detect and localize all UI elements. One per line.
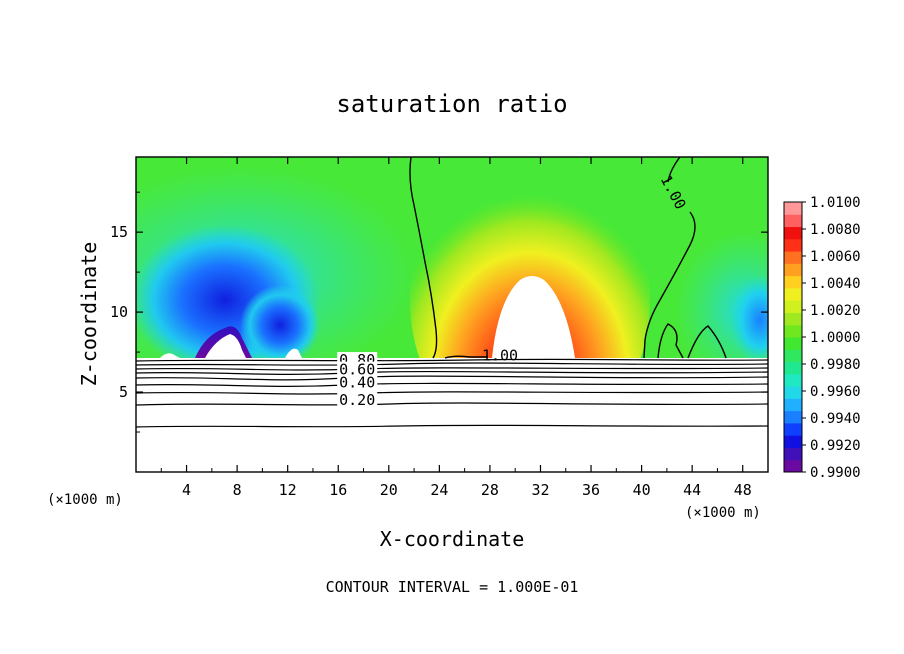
contour-label-bg xyxy=(337,374,378,390)
y-tick-label: 10 xyxy=(110,303,128,321)
contour-label: 0.40 xyxy=(339,373,375,391)
chart-title: saturation ratio xyxy=(336,90,567,118)
x-axis-ticks: 4 8 12 16 20 24 28 32 36 40 44 48 xyxy=(160,157,752,499)
colorbar-label: 0.9940 xyxy=(810,411,861,427)
colorbar-label: 1.0040 xyxy=(810,276,861,292)
colorbar-swatch xyxy=(784,238,802,252)
y-tick-label: 5 xyxy=(119,383,128,401)
plot-area xyxy=(136,157,768,472)
colorbar-swatch xyxy=(784,312,802,326)
colorbar-swatch xyxy=(784,361,802,375)
contour-line xyxy=(136,424,768,428)
colorbar-swatch xyxy=(784,349,802,363)
colorbar-labels: 1.0100 1.0080 1.0060 1.0040 1.0020 1.0000 0.99… xyxy=(802,195,861,481)
x-unit-right: (×1000 m) xyxy=(685,505,761,521)
colorbar-swatch xyxy=(784,214,802,228)
colorbar-swatch xyxy=(784,410,802,424)
colorbar-swatch xyxy=(784,447,802,461)
x-tick-label: 16 xyxy=(329,481,347,499)
contour-label: 0.60 xyxy=(339,361,375,379)
contour-line xyxy=(136,358,768,362)
x-tick-label: 12 xyxy=(279,481,297,499)
colorbar-swatch xyxy=(784,263,802,277)
field-blue-mid xyxy=(240,285,320,365)
colorbar xyxy=(783,201,803,473)
contour-label-bg xyxy=(337,361,378,377)
field-lower-region xyxy=(136,358,768,472)
y-tick-label: 15 xyxy=(110,223,128,241)
colorbar-swatch xyxy=(784,386,802,399)
contour-line-unity-base xyxy=(444,355,488,359)
colorbar-swatch xyxy=(784,435,802,448)
x-tick-label: 44 xyxy=(683,481,701,499)
colorbar-swatch xyxy=(784,226,802,240)
field-white-low-mid xyxy=(285,348,302,358)
colorbar-label: 0.9980 xyxy=(810,357,861,373)
colorbar-swatch xyxy=(784,287,802,301)
contour-line-unity-lobe-b xyxy=(687,325,727,359)
colorbar-swatch xyxy=(784,459,802,473)
contour-line xyxy=(136,362,768,366)
colorbar-label: 0.9960 xyxy=(810,384,861,400)
x-tick-label: 8 xyxy=(233,481,242,499)
plot-frame xyxy=(135,156,769,473)
colorbar-label: 1.0080 xyxy=(810,222,861,238)
x-tick-label: 48 xyxy=(734,481,752,499)
colorbar-swatch xyxy=(784,324,802,338)
field-blue-right xyxy=(730,275,768,365)
contour-line-unity-left xyxy=(409,157,438,359)
contour-label: 1.00 xyxy=(482,346,518,364)
x-tick-label: 32 xyxy=(531,481,549,499)
field-white-low-edge xyxy=(160,353,180,358)
x-axis-label: X-coordinate xyxy=(380,527,525,551)
contour-interval-note: CONTOUR INTERVAL = 1.000E-01 xyxy=(326,578,579,596)
colorbar-label: 1.0060 xyxy=(810,249,861,265)
y-axis-ticks: 5 10 15 xyxy=(110,191,768,433)
x-tick-label: 20 xyxy=(380,481,398,499)
contour-line xyxy=(136,391,768,395)
contour-line xyxy=(136,367,768,371)
colorbar-label: 0.9900 xyxy=(810,465,861,481)
y-axis-label: Z-coordinate xyxy=(77,242,101,387)
x-tick-label: 40 xyxy=(633,481,651,499)
contour-label-bg xyxy=(337,392,378,408)
colorbar-swatch xyxy=(784,398,802,412)
colorbar-swatch xyxy=(784,422,802,436)
colorbar-label: 1.0100 xyxy=(810,195,861,211)
x-tick-label: 24 xyxy=(430,481,448,499)
contour-line-unity-right xyxy=(643,157,696,359)
colorbar-swatch xyxy=(784,337,802,350)
contour-line-unity-lobe-a xyxy=(657,323,684,359)
colorbar-label: 1.0020 xyxy=(810,303,861,319)
colorbar-swatch xyxy=(784,251,802,264)
field-white-low-left xyxy=(205,334,246,358)
contour-labels: 1.001.000.800.600.400.20 xyxy=(337,172,690,409)
contour-line xyxy=(136,402,768,406)
colorbar-label: 1.0000 xyxy=(810,330,861,346)
field-supersaturated-core xyxy=(492,276,575,358)
colorbar-label: 0.9920 xyxy=(810,438,861,454)
colorbar-swatch xyxy=(784,300,802,313)
contour-lines-upper xyxy=(409,157,727,359)
x-tick-label: 28 xyxy=(481,481,499,499)
colorbar-swatch xyxy=(784,373,802,387)
colorbar-swatch xyxy=(784,275,802,289)
contour-label: 0.20 xyxy=(339,391,375,409)
x-unit-left: (×1000 m) xyxy=(47,492,123,508)
colorbar-swatch xyxy=(784,202,802,215)
x-tick-label: 36 xyxy=(582,481,600,499)
x-tick-label: 4 xyxy=(182,481,191,499)
